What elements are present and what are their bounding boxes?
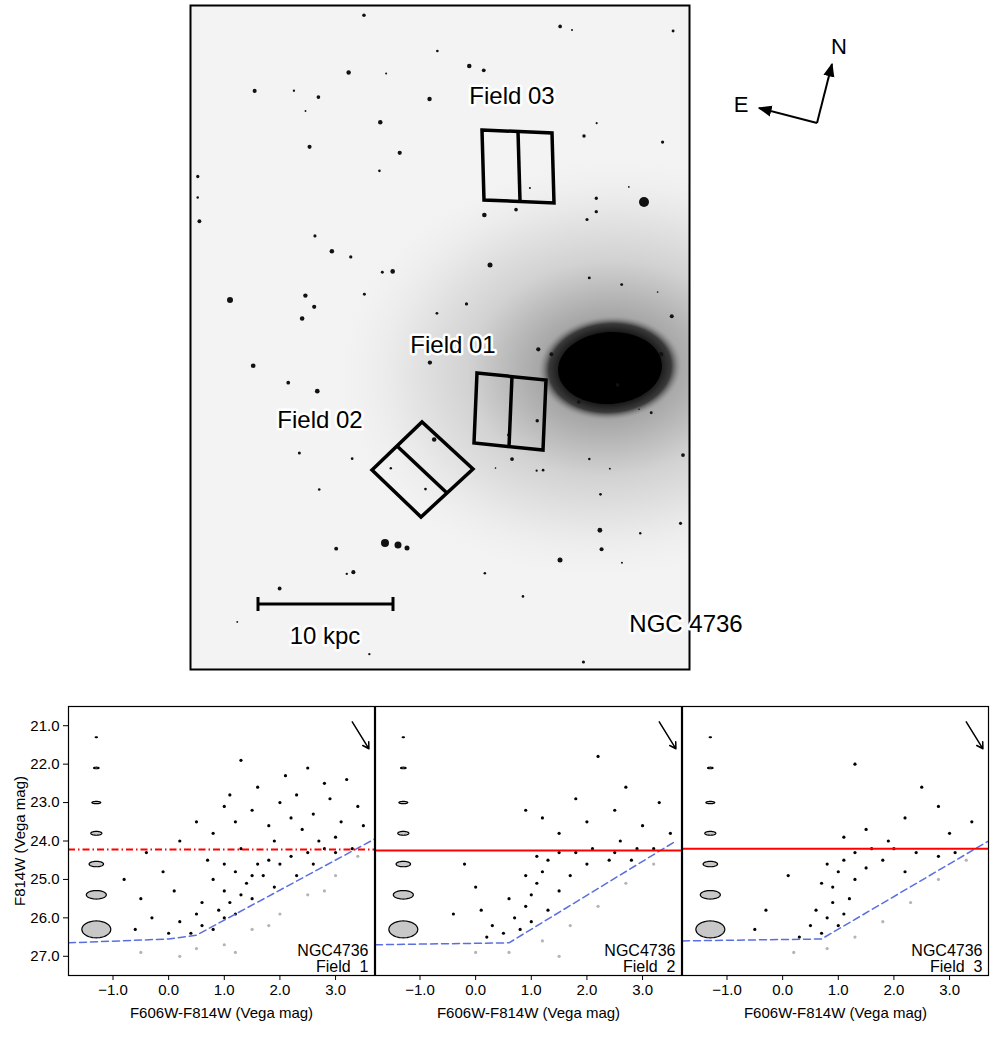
svg-text:1.0: 1.0 — [214, 981, 235, 998]
svg-text:26.0: 26.0 — [30, 909, 59, 926]
svg-text:Field 01: Field 01 — [410, 331, 495, 358]
svg-text:2.0: 2.0 — [576, 981, 597, 998]
svg-text:E: E — [734, 92, 749, 117]
svg-text:F606W-F814W (Vega mag): F606W-F814W (Vega mag) — [437, 1004, 620, 1021]
svg-text:NGC4736Field 2: NGC4736Field 2 — [604, 942, 675, 975]
svg-text:−1.0: −1.0 — [712, 981, 742, 998]
svg-text:0.0: 0.0 — [465, 981, 486, 998]
svg-text:F606W-F814W (Vega mag): F606W-F814W (Vega mag) — [130, 1004, 313, 1021]
svg-text:NGC4736Field 3: NGC4736Field 3 — [911, 942, 982, 975]
svg-text:3.0: 3.0 — [325, 981, 346, 998]
svg-text:25.0: 25.0 — [30, 870, 59, 887]
svg-text:2.0: 2.0 — [269, 981, 290, 998]
svg-text:F606W-F814W (Vega mag): F606W-F814W (Vega mag) — [744, 1004, 927, 1021]
svg-text:10 kpc: 10 kpc — [290, 622, 361, 649]
svg-text:−1.0: −1.0 — [405, 981, 435, 998]
svg-text:21.0: 21.0 — [30, 717, 59, 734]
svg-text:N: N — [831, 34, 847, 59]
svg-text:3.0: 3.0 — [632, 981, 653, 998]
svg-text:NGC4736Field 1: NGC4736Field 1 — [297, 942, 368, 975]
svg-text:2.0: 2.0 — [883, 981, 904, 998]
svg-text:0.0: 0.0 — [158, 981, 179, 998]
svg-text:1.0: 1.0 — [521, 981, 542, 998]
svg-text:Field 03: Field 03 — [469, 82, 554, 109]
svg-text:24.0: 24.0 — [30, 832, 59, 849]
svg-text:F814W (Vega mag): F814W (Vega mag) — [11, 776, 28, 906]
svg-text:−1.0: −1.0 — [98, 981, 128, 998]
svg-text:23.0: 23.0 — [30, 793, 59, 810]
svg-text:NGC 4736: NGC 4736 — [629, 610, 742, 637]
svg-text:22.0: 22.0 — [30, 755, 59, 772]
svg-text:3.0: 3.0 — [939, 981, 960, 998]
svg-text:Field 02: Field 02 — [277, 406, 362, 433]
svg-text:1.0: 1.0 — [828, 981, 849, 998]
svg-text:0.0: 0.0 — [772, 981, 793, 998]
svg-text:27.0: 27.0 — [30, 947, 59, 964]
